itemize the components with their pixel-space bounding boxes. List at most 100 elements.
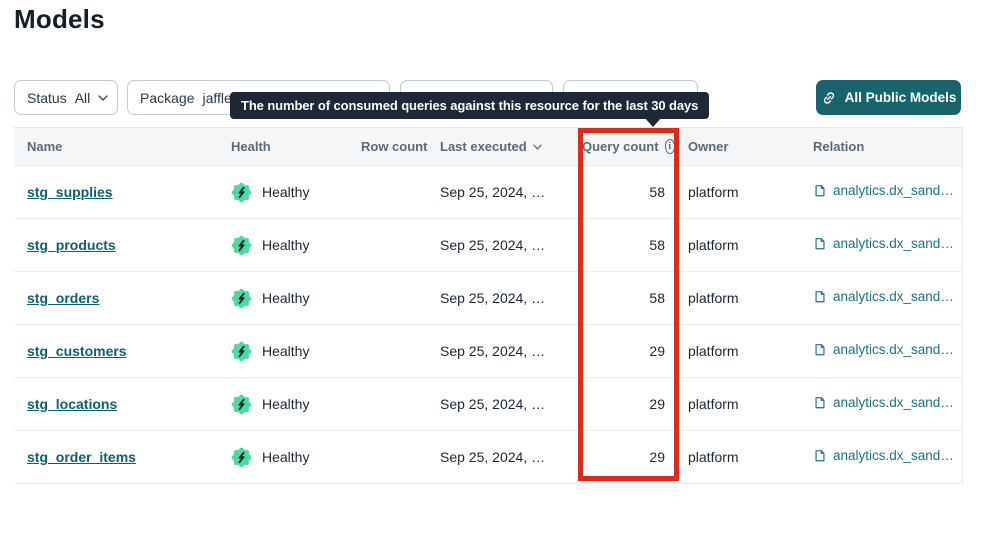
model-name-link[interactable]: stg_customers	[27, 343, 127, 359]
relation-link[interactable]: analytics.dx_sand…	[813, 183, 954, 198]
last-executed-cell: Sep 25, 2024, …	[440, 237, 546, 253]
model-name-link[interactable]: stg_products	[27, 237, 116, 253]
name-cell: stg_orders	[14, 290, 218, 306]
query-count-cell: 58	[649, 290, 665, 306]
chevron-down-icon	[98, 94, 108, 101]
last-executed-cell: Sep 25, 2024, …	[440, 290, 546, 306]
status-filter-dropdown[interactable]: Status All	[14, 80, 118, 115]
last-executed-cell: Sep 25, 2024, …	[440, 396, 546, 412]
model-name-link[interactable]: stg_locations	[27, 396, 118, 412]
name-cell: stg_customers	[14, 343, 218, 359]
name-cell: stg_supplies	[14, 184, 218, 200]
health-cell: Healthy	[218, 394, 348, 415]
table-body: stg_supplies Healthy	[14, 166, 962, 484]
relation-link[interactable]: analytics.dx_sand…	[813, 342, 954, 357]
relation-link[interactable]: analytics.dx_sand…	[813, 289, 954, 304]
relation-cell: analytics.dx_sand…	[800, 342, 963, 360]
document-icon	[813, 183, 827, 198]
info-icon[interactable]: i	[664, 139, 675, 154]
column-header-query-count[interactable]: Query count i	[569, 139, 675, 154]
name-cell: stg_locations	[14, 396, 218, 412]
health-cell: Healthy	[218, 341, 348, 362]
relation-cell: analytics.dx_sand…	[800, 289, 963, 307]
column-header-owner[interactable]: Owner	[688, 139, 729, 154]
link-icon	[821, 90, 837, 106]
health-badge-icon	[231, 447, 252, 468]
document-icon	[813, 289, 827, 304]
column-header-last-executed[interactable]: Last executed	[427, 139, 569, 154]
page-title: Models	[14, 4, 105, 34]
relation-link[interactable]: analytics.dx_sand…	[813, 395, 954, 410]
all-public-models-label: All Public Models	[844, 90, 957, 105]
column-header-name[interactable]: Name	[27, 139, 63, 154]
query-count-cell: 29	[649, 449, 665, 465]
table-row: stg_orders Healthy	[14, 272, 962, 325]
table-row: stg_products Healthy	[14, 219, 962, 272]
health-label: Healthy	[262, 343, 310, 359]
owner-cell: platform	[688, 449, 739, 465]
document-icon	[813, 395, 827, 410]
relation-link-text: analytics.dx_sand…	[833, 289, 954, 304]
health-label: Healthy	[262, 290, 310, 306]
model-name-link[interactable]: stg_supplies	[27, 184, 113, 200]
relation-link-text: analytics.dx_sand…	[833, 183, 954, 198]
relation-link[interactable]: analytics.dx_sand…	[813, 236, 954, 251]
last-executed-cell: Sep 25, 2024, …	[440, 184, 546, 200]
sort-chevron-icon[interactable]	[532, 144, 542, 150]
relation-link-text: analytics.dx_sand…	[833, 395, 954, 410]
health-cell: Healthy	[218, 447, 348, 468]
table-header-row: Name Health Row count Last executed Quer…	[14, 127, 962, 166]
health-label: Healthy	[262, 237, 310, 253]
models-table: Name Health Row count Last executed Quer…	[14, 127, 963, 484]
document-icon	[813, 448, 827, 463]
owner-cell: platform	[688, 237, 739, 253]
owner-cell: platform	[688, 290, 739, 306]
column-header-relation[interactable]: Relation	[813, 139, 865, 154]
relation-cell: analytics.dx_sand…	[800, 395, 963, 413]
relation-link-text: analytics.dx_sand…	[833, 448, 954, 463]
relation-cell: analytics.dx_sand…	[800, 183, 963, 201]
owner-cell: platform	[688, 184, 739, 200]
query-count-cell: 29	[649, 396, 665, 412]
health-label: Healthy	[262, 396, 310, 412]
column-header-health[interactable]: Health	[231, 139, 271, 154]
model-name-link[interactable]: stg_orders	[27, 290, 100, 306]
relation-cell: analytics.dx_sand…	[800, 448, 963, 466]
package-filter-label: Package	[140, 89, 195, 106]
health-badge-icon	[231, 182, 252, 203]
query-count-cell: 29	[649, 343, 665, 359]
health-badge-icon	[231, 288, 252, 309]
query-count-cell: 58	[649, 237, 665, 253]
status-filter-value: All	[74, 89, 91, 106]
model-name-link[interactable]: stg_order_items	[27, 449, 136, 465]
health-badge-icon	[231, 394, 252, 415]
health-cell: Healthy	[218, 182, 348, 203]
table-row: stg_customers Healthy	[14, 325, 962, 378]
query-count-cell: 58	[649, 184, 665, 200]
name-cell: stg_order_items	[14, 449, 218, 465]
relation-link-text: analytics.dx_sand…	[833, 236, 954, 251]
health-badge-icon	[231, 235, 252, 256]
table-row: stg_locations Healthy	[14, 378, 962, 431]
health-cell: Healthy	[218, 235, 348, 256]
health-badge-icon	[231, 341, 252, 362]
document-icon	[813, 236, 827, 251]
health-label: Healthy	[262, 184, 310, 200]
owner-cell: platform	[688, 396, 739, 412]
relation-link-text: analytics.dx_sand…	[833, 342, 954, 357]
tooltip: The number of consumed queries against t…	[230, 92, 710, 119]
last-executed-cell: Sep 25, 2024, …	[440, 343, 546, 359]
last-executed-cell: Sep 25, 2024, …	[440, 449, 546, 465]
health-label: Healthy	[262, 449, 310, 465]
owner-cell: platform	[688, 343, 739, 359]
name-cell: stg_products	[14, 237, 218, 253]
relation-link[interactable]: analytics.dx_sand…	[813, 448, 954, 463]
document-icon	[813, 342, 827, 357]
table-row: stg_order_items Healthy	[14, 431, 962, 484]
table-row: stg_supplies Healthy	[14, 166, 962, 219]
relation-cell: analytics.dx_sand…	[800, 236, 963, 254]
tooltip-arrow	[644, 117, 662, 127]
all-public-models-button[interactable]: All Public Models	[816, 80, 961, 115]
column-header-row-count[interactable]: Row count	[361, 139, 428, 154]
